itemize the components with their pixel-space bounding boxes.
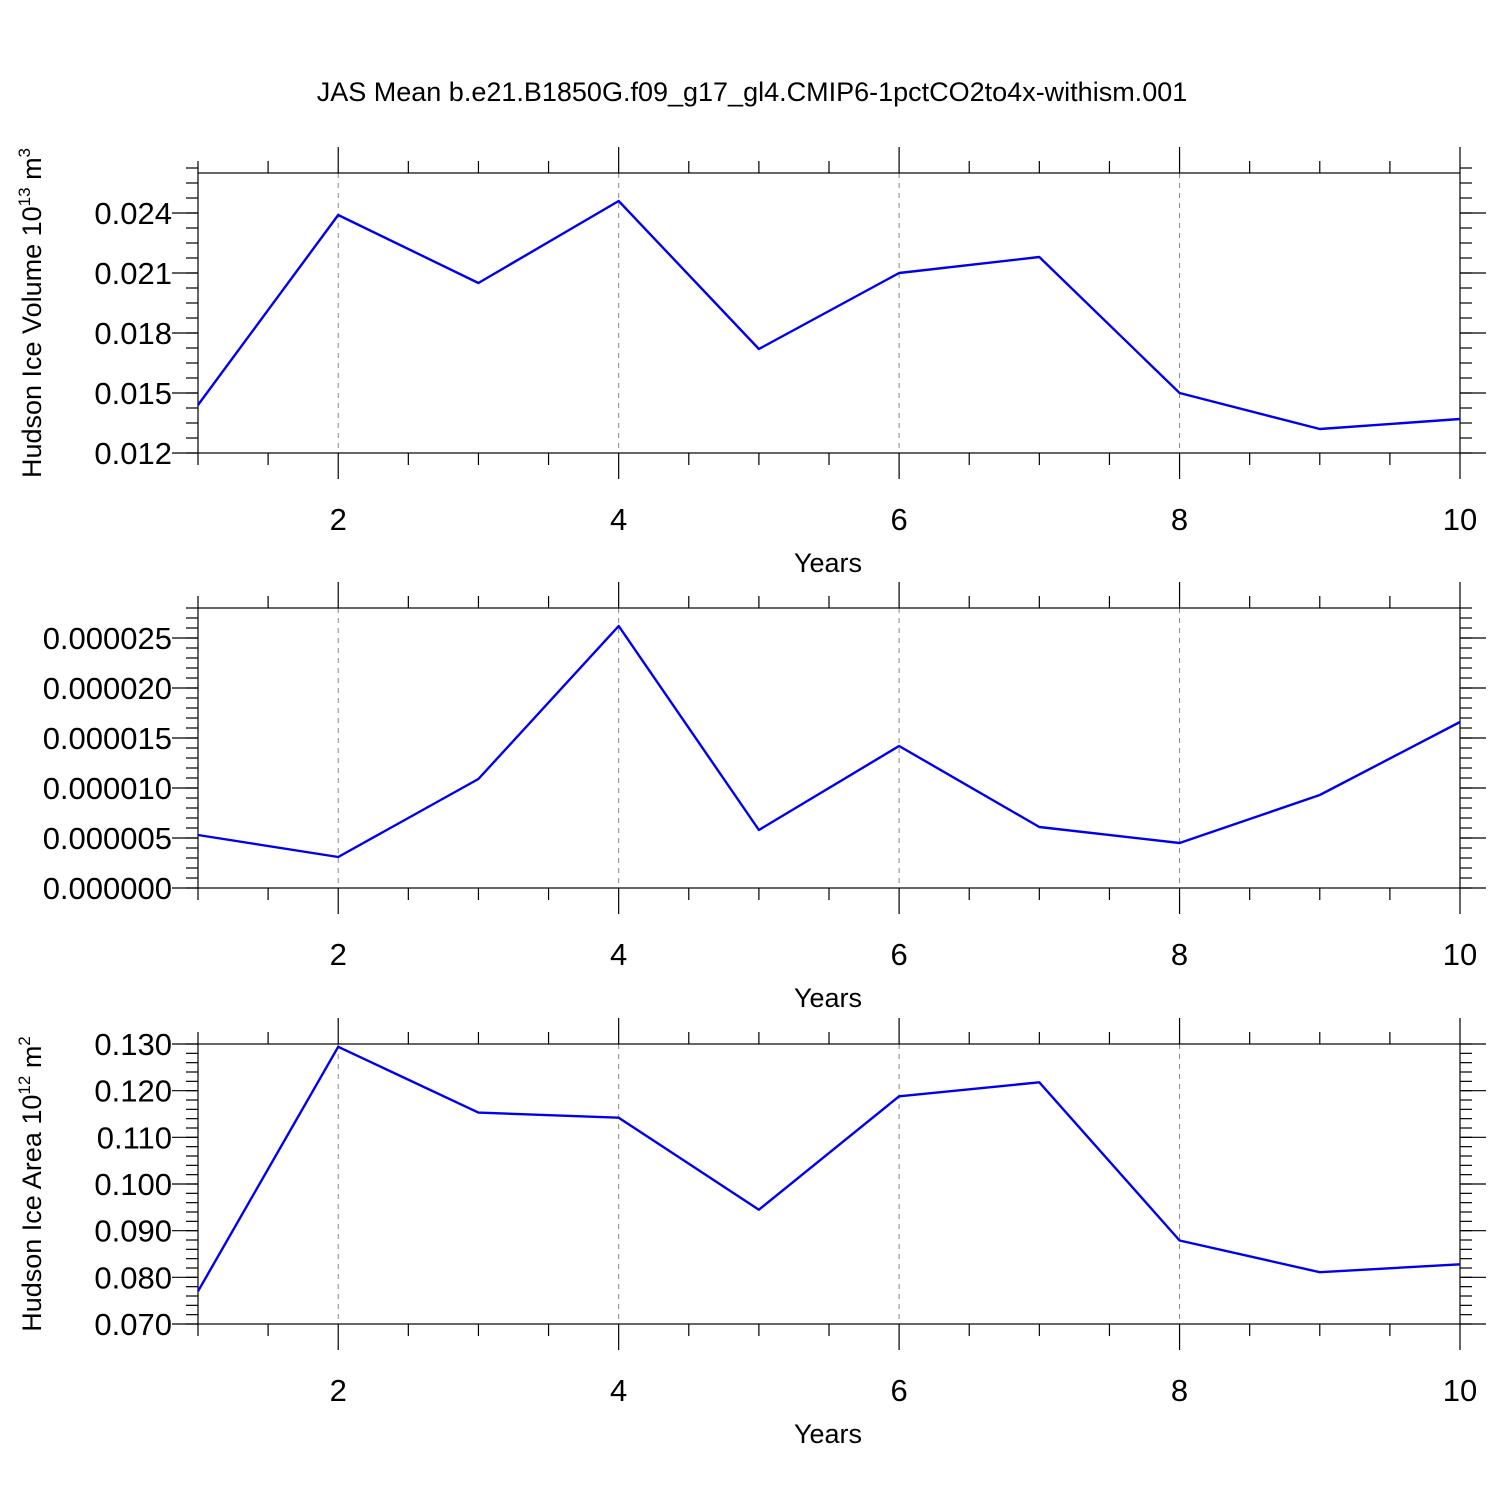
x-tick-label: 2 [330, 1373, 347, 1408]
y-tick-label: 0.018 [94, 316, 172, 351]
y-tick-label: 0.070 [94, 1307, 172, 1342]
y-axis-title: Hudson Ice Volume 1013 m3 [15, 148, 47, 478]
x-tick-label: 2 [330, 937, 347, 972]
chart-title: JAS Mean b.e21.B1850G.f09_g17_gl4.CMIP6-… [317, 77, 1188, 107]
series-line [196, 1045, 1461, 1292]
chart-panels: 0.012 0.015 0.018 0.021 0.024 2 4 6 8 10 Years Huds… [15, 147, 1486, 1449]
panel-2: 0.000000 0.000005 0.000010 0.000015 0.000020… [43, 582, 1486, 1013]
y-tick-label: 0.110 [97, 1120, 172, 1155]
y-axis-title: Hudson Ice Area 1012 m2 [15, 1036, 47, 1332]
x-tick-label: 6 [890, 1373, 907, 1408]
panel-1: 0.012 0.015 0.018 0.021 0.024 2 4 6 8 10 Years Huds… [15, 147, 1486, 578]
y-tick-label: 0.015 [94, 376, 172, 411]
x-tick-label: 10 [1443, 1373, 1477, 1408]
y-tick-label: 0.000015 [43, 721, 172, 756]
x-tick-label: 8 [1171, 502, 1188, 537]
x-tick-label: 4 [610, 1373, 627, 1408]
x-axis-title: Years [794, 1419, 862, 1449]
x-axis-title: Years [794, 548, 862, 578]
y-tick-label: 0.090 [94, 1214, 172, 1249]
y-tick-label: 0.024 [94, 196, 172, 231]
x-tick-label: 8 [1171, 1373, 1188, 1408]
plot-frame [197, 1043, 1461, 1325]
y-tick-label: 0.000025 [43, 621, 172, 656]
x-axis-title: Years [794, 983, 862, 1013]
y-tick-label: 0.000000 [43, 871, 172, 906]
y-tick-label: 0.000010 [43, 771, 172, 806]
y-tick-label: 0.021 [94, 256, 172, 291]
x-tick-label: 4 [610, 937, 627, 972]
panel-3: 0.070 0.080 0.090 0.100 0.110 0.120 0.130 2 4 6 8 1… [15, 1018, 1486, 1449]
plot-frame [197, 607, 1461, 889]
x-tick-label: 6 [890, 502, 907, 537]
y-tick-label: 0.100 [94, 1167, 172, 1202]
x-tick-label: 8 [1171, 937, 1188, 972]
x-tick-label: 2 [330, 502, 347, 537]
y-tick-label: 0.000020 [43, 671, 172, 706]
x-tick-label: 10 [1443, 502, 1477, 537]
y-tick-label: 0.012 [94, 436, 172, 471]
y-tick-label: 0.000005 [43, 821, 172, 856]
x-tick-label: 4 [610, 502, 627, 537]
y-tick-label: 0.120 [94, 1074, 172, 1109]
plot-frame [197, 172, 1461, 454]
series-line [197, 624, 1461, 859]
x-tick-label: 10 [1443, 937, 1477, 972]
y-tick-label: 0.080 [94, 1260, 172, 1295]
series-line [197, 199, 1461, 431]
x-tick-label: 6 [890, 937, 907, 972]
y-tick-label: 0.130 [94, 1027, 172, 1062]
